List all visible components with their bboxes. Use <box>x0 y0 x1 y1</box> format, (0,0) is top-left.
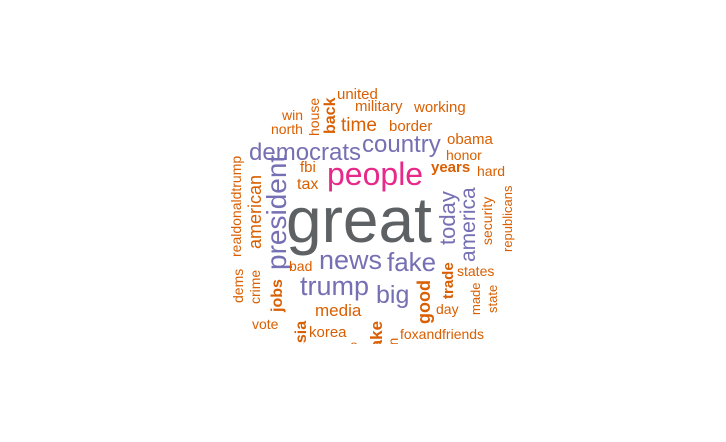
word-day: day <box>436 301 459 317</box>
word-news: news <box>319 245 383 275</box>
word-years: years <box>431 159 471 176</box>
word-fbi: fbi <box>300 159 316 176</box>
word-security: security <box>479 196 495 245</box>
word-realdonaldtrump: realdonaldtrump <box>228 155 244 257</box>
word-border: border <box>389 118 433 135</box>
word-tax: tax <box>297 176 319 193</box>
word-fake2: fake <box>368 320 386 344</box>
word-korea: korea <box>309 324 347 341</box>
word-big: big <box>376 281 410 309</box>
word-fake2-clip: fake <box>368 312 388 344</box>
word-win: win <box>282 107 304 123</box>
word-country: country <box>362 131 441 158</box>
word-trump: trump <box>300 271 370 301</box>
word-media: media <box>315 301 362 320</box>
word-foxandfriends: foxandfriends <box>400 326 485 342</box>
word-election-clip: election <box>386 308 404 344</box>
word-vote: vote <box>252 316 279 332</box>
word-trade: trade <box>440 262 457 299</box>
word-good: good <box>414 280 434 324</box>
word-honor: honor <box>446 147 482 163</box>
word-american: american <box>245 174 265 249</box>
word-crime: crime <box>247 269 263 304</box>
word-obama: obama <box>447 131 493 148</box>
word-russia: russia <box>294 321 310 344</box>
word-president: president <box>261 154 292 270</box>
word-today: today <box>435 191 460 245</box>
word-dems: dems <box>230 268 246 303</box>
word-great: great <box>286 184 432 256</box>
word-military: military <box>355 98 403 115</box>
word-house: house <box>306 97 322 136</box>
word-people: people <box>327 156 424 192</box>
word-united: united <box>337 86 378 103</box>
word-jobs: jobs <box>269 279 286 312</box>
word-democrats: democrats <box>249 139 362 166</box>
word-time: time <box>341 115 377 136</box>
word-working: working <box>414 99 466 116</box>
word-state: state <box>485 284 500 313</box>
word-republicans: republicans <box>500 185 515 253</box>
word-states: states <box>457 263 495 279</box>
word-o-clip: o <box>348 334 362 344</box>
word-hard: hard <box>477 163 506 179</box>
word-election: election <box>386 338 401 344</box>
word-back: back <box>322 97 339 134</box>
word-north: north <box>271 121 303 137</box>
word-america: america <box>457 187 480 262</box>
word-fake: fake <box>387 247 437 277</box>
word-made: made <box>468 282 483 315</box>
word-bad: bad <box>289 258 313 274</box>
word-russia-clip: russia <box>294 296 314 344</box>
word-o: o <box>350 338 358 344</box>
